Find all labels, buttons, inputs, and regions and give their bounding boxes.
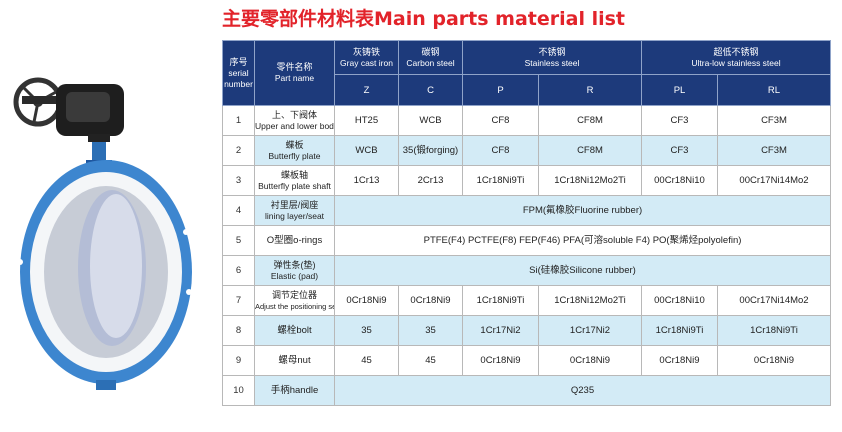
part-name-cell: 调节定位器 Adjust the positioning seat xyxy=(254,285,335,316)
material-cell: CF8M xyxy=(538,135,642,166)
material-cell: 0Cr18Ni9 xyxy=(641,345,718,376)
material-span-cell: FPM(氟橡胶Fluorine rubber) xyxy=(334,195,831,226)
header-group-stainless-steel: 不锈钢 Stainless steel xyxy=(462,40,642,75)
part-name-cell: 衬里层/阀座 lining layer/seat xyxy=(254,195,335,226)
header-serial: 序号 serial number xyxy=(222,40,255,106)
table-row: 2 蝶板 Butterfly plate WCB 35(锻forging) CF8… xyxy=(222,135,831,166)
material-cell: CF8 xyxy=(462,135,539,166)
material-span-cell: Q235 xyxy=(334,375,831,406)
material-cell: CF3M xyxy=(717,105,831,136)
material-cell: CF8M xyxy=(538,105,642,136)
code-rl: RL xyxy=(717,74,831,106)
material-cell: CF3M xyxy=(717,135,831,166)
material-cell: 2Cr13 xyxy=(398,165,463,196)
page-title: 主要零部件材料表Main parts material list xyxy=(222,8,626,30)
material-cell: 00Cr17Ni14Mo2 xyxy=(717,165,831,196)
part-name-cell: 螺母nut xyxy=(254,345,335,376)
material-cell: 0Cr18Ni9 xyxy=(398,285,463,316)
material-cell: 45 xyxy=(398,345,463,376)
material-cell: CF3 xyxy=(641,135,718,166)
table-row: 4 衬里层/阀座 lining layer/seat FPM(氟橡胶Fluorin… xyxy=(222,195,831,226)
header-group-carbon-steel: 碳钢 Carbon steel xyxy=(398,40,463,75)
header-group-ultra-low-stainless: 超低不锈钢 Ultra-low stainless steel xyxy=(641,40,831,75)
material-cell: 1Cr17Ni2 xyxy=(462,315,539,346)
material-cell: WCB xyxy=(334,135,399,166)
material-cell: 35 xyxy=(398,315,463,346)
table-row: 9 螺母nut 45 45 0Cr18Ni9 0Cr18Ni9 0Cr18Ni9… xyxy=(222,345,831,376)
code-pl: PL xyxy=(641,74,718,106)
table-row: 5 O型圈o-rings PTFE(F4) PCTFE(F8) FEP(F46)… xyxy=(222,225,831,256)
code-r: R xyxy=(538,74,642,106)
material-cell: 0Cr18Ni9 xyxy=(717,345,831,376)
material-span-cell: Si(硅橡胶Silicone rubber) xyxy=(334,255,831,286)
material-cell: 1Cr18Ni9Ti xyxy=(641,315,718,346)
material-cell: 35(锻forging) xyxy=(398,135,463,166)
material-cell: 0Cr18Ni9 xyxy=(538,345,642,376)
part-name-cell: 蝶板轴 Butterfly plate shaft xyxy=(254,165,335,196)
row-number: 3 xyxy=(222,165,255,196)
header-part-name: 零件名称 Part name xyxy=(254,40,335,106)
material-cell: HT25 xyxy=(334,105,399,136)
table-row: 1 上、下阀体 Upper and lower body HT25 WCB CF8… xyxy=(222,105,831,136)
row-number: 2 xyxy=(222,135,255,166)
material-cell: 1Cr18Ni12Mo2Ti xyxy=(538,285,642,316)
material-cell: 35 xyxy=(334,315,399,346)
gearbox-icon xyxy=(56,84,124,166)
material-cell: 45 xyxy=(334,345,399,376)
code-z: Z xyxy=(334,74,399,106)
table-row: 6 弹性条(垫) Elastic (pad) Si(硅橡胶Silicone rub… xyxy=(222,255,831,286)
part-name-cell: 螺栓bolt xyxy=(254,315,335,346)
handwheel-icon xyxy=(13,77,63,127)
table-row: 10 手柄handle Q235 xyxy=(222,375,831,406)
row-number: 6 xyxy=(222,255,255,286)
row-number: 5 xyxy=(222,225,255,256)
material-cell: 0Cr18Ni9 xyxy=(334,285,399,316)
row-number: 10 xyxy=(222,375,255,406)
material-cell: CF8 xyxy=(462,105,539,136)
material-cell: 1Cr18Ni9Ti xyxy=(462,285,539,316)
material-cell: 00Cr18Ni10 xyxy=(641,285,718,316)
code-c: C xyxy=(398,74,463,106)
header-row-codes: Z C P R PL RL xyxy=(223,74,831,106)
valve-body-icon xyxy=(17,160,192,390)
material-cell: 1Cr18Ni9Ti xyxy=(717,315,831,346)
material-cell: 1Cr13 xyxy=(334,165,399,196)
row-number: 9 xyxy=(222,345,255,376)
part-name-cell: 手柄handle xyxy=(254,375,335,406)
part-name-cell: 蝶板 Butterfly plate xyxy=(254,135,335,166)
row-number: 1 xyxy=(222,105,255,136)
table-row: 7 调节定位器 Adjust the positioning seat 0Cr18… xyxy=(222,285,831,316)
material-cell: 1Cr18Ni12Mo2Ti xyxy=(538,165,642,196)
part-name-cell: O型圈o-rings xyxy=(254,225,335,256)
row-number: 8 xyxy=(222,315,255,346)
material-cell: WCB xyxy=(398,105,463,136)
material-cell: 1Cr18Ni9Ti xyxy=(462,165,539,196)
material-cell: 00Cr18Ni10 xyxy=(641,165,718,196)
part-name-cell: 弹性条(垫) Elastic (pad) xyxy=(254,255,335,286)
code-p: P xyxy=(462,74,539,106)
header-row-groups: 序号 serial number 零件名称 Part name 灰铸铁 Gray… xyxy=(222,40,831,106)
table-row: 8 螺栓bolt 35 35 1Cr17Ni2 1Cr17Ni2 1Cr18Ni… xyxy=(222,315,831,346)
part-name-cell: 上、下阀体 Upper and lower body xyxy=(254,105,335,136)
material-cell: 00Cr17Ni14Mo2 xyxy=(717,285,831,316)
row-number: 7 xyxy=(222,285,255,316)
parts-material-table: 序号 serial number 零件名称 Part name 灰铸铁 Gray… xyxy=(222,40,831,406)
table-row: 3 蝶板轴 Butterfly plate shaft 1Cr13 2Cr13 1… xyxy=(222,165,831,196)
material-span-cell: PTFE(F4) PCTFE(F8) FEP(F46) PFA(可溶solubl… xyxy=(334,225,831,256)
header-group-gray-cast-iron: 灰铸铁 Gray cast iron xyxy=(334,40,399,75)
row-number: 4 xyxy=(222,195,255,226)
material-cell: CF3 xyxy=(641,105,718,136)
butterfly-valve-image xyxy=(13,77,192,390)
material-cell: 1Cr17Ni2 xyxy=(538,315,642,346)
material-cell: 0Cr18Ni9 xyxy=(462,345,539,376)
